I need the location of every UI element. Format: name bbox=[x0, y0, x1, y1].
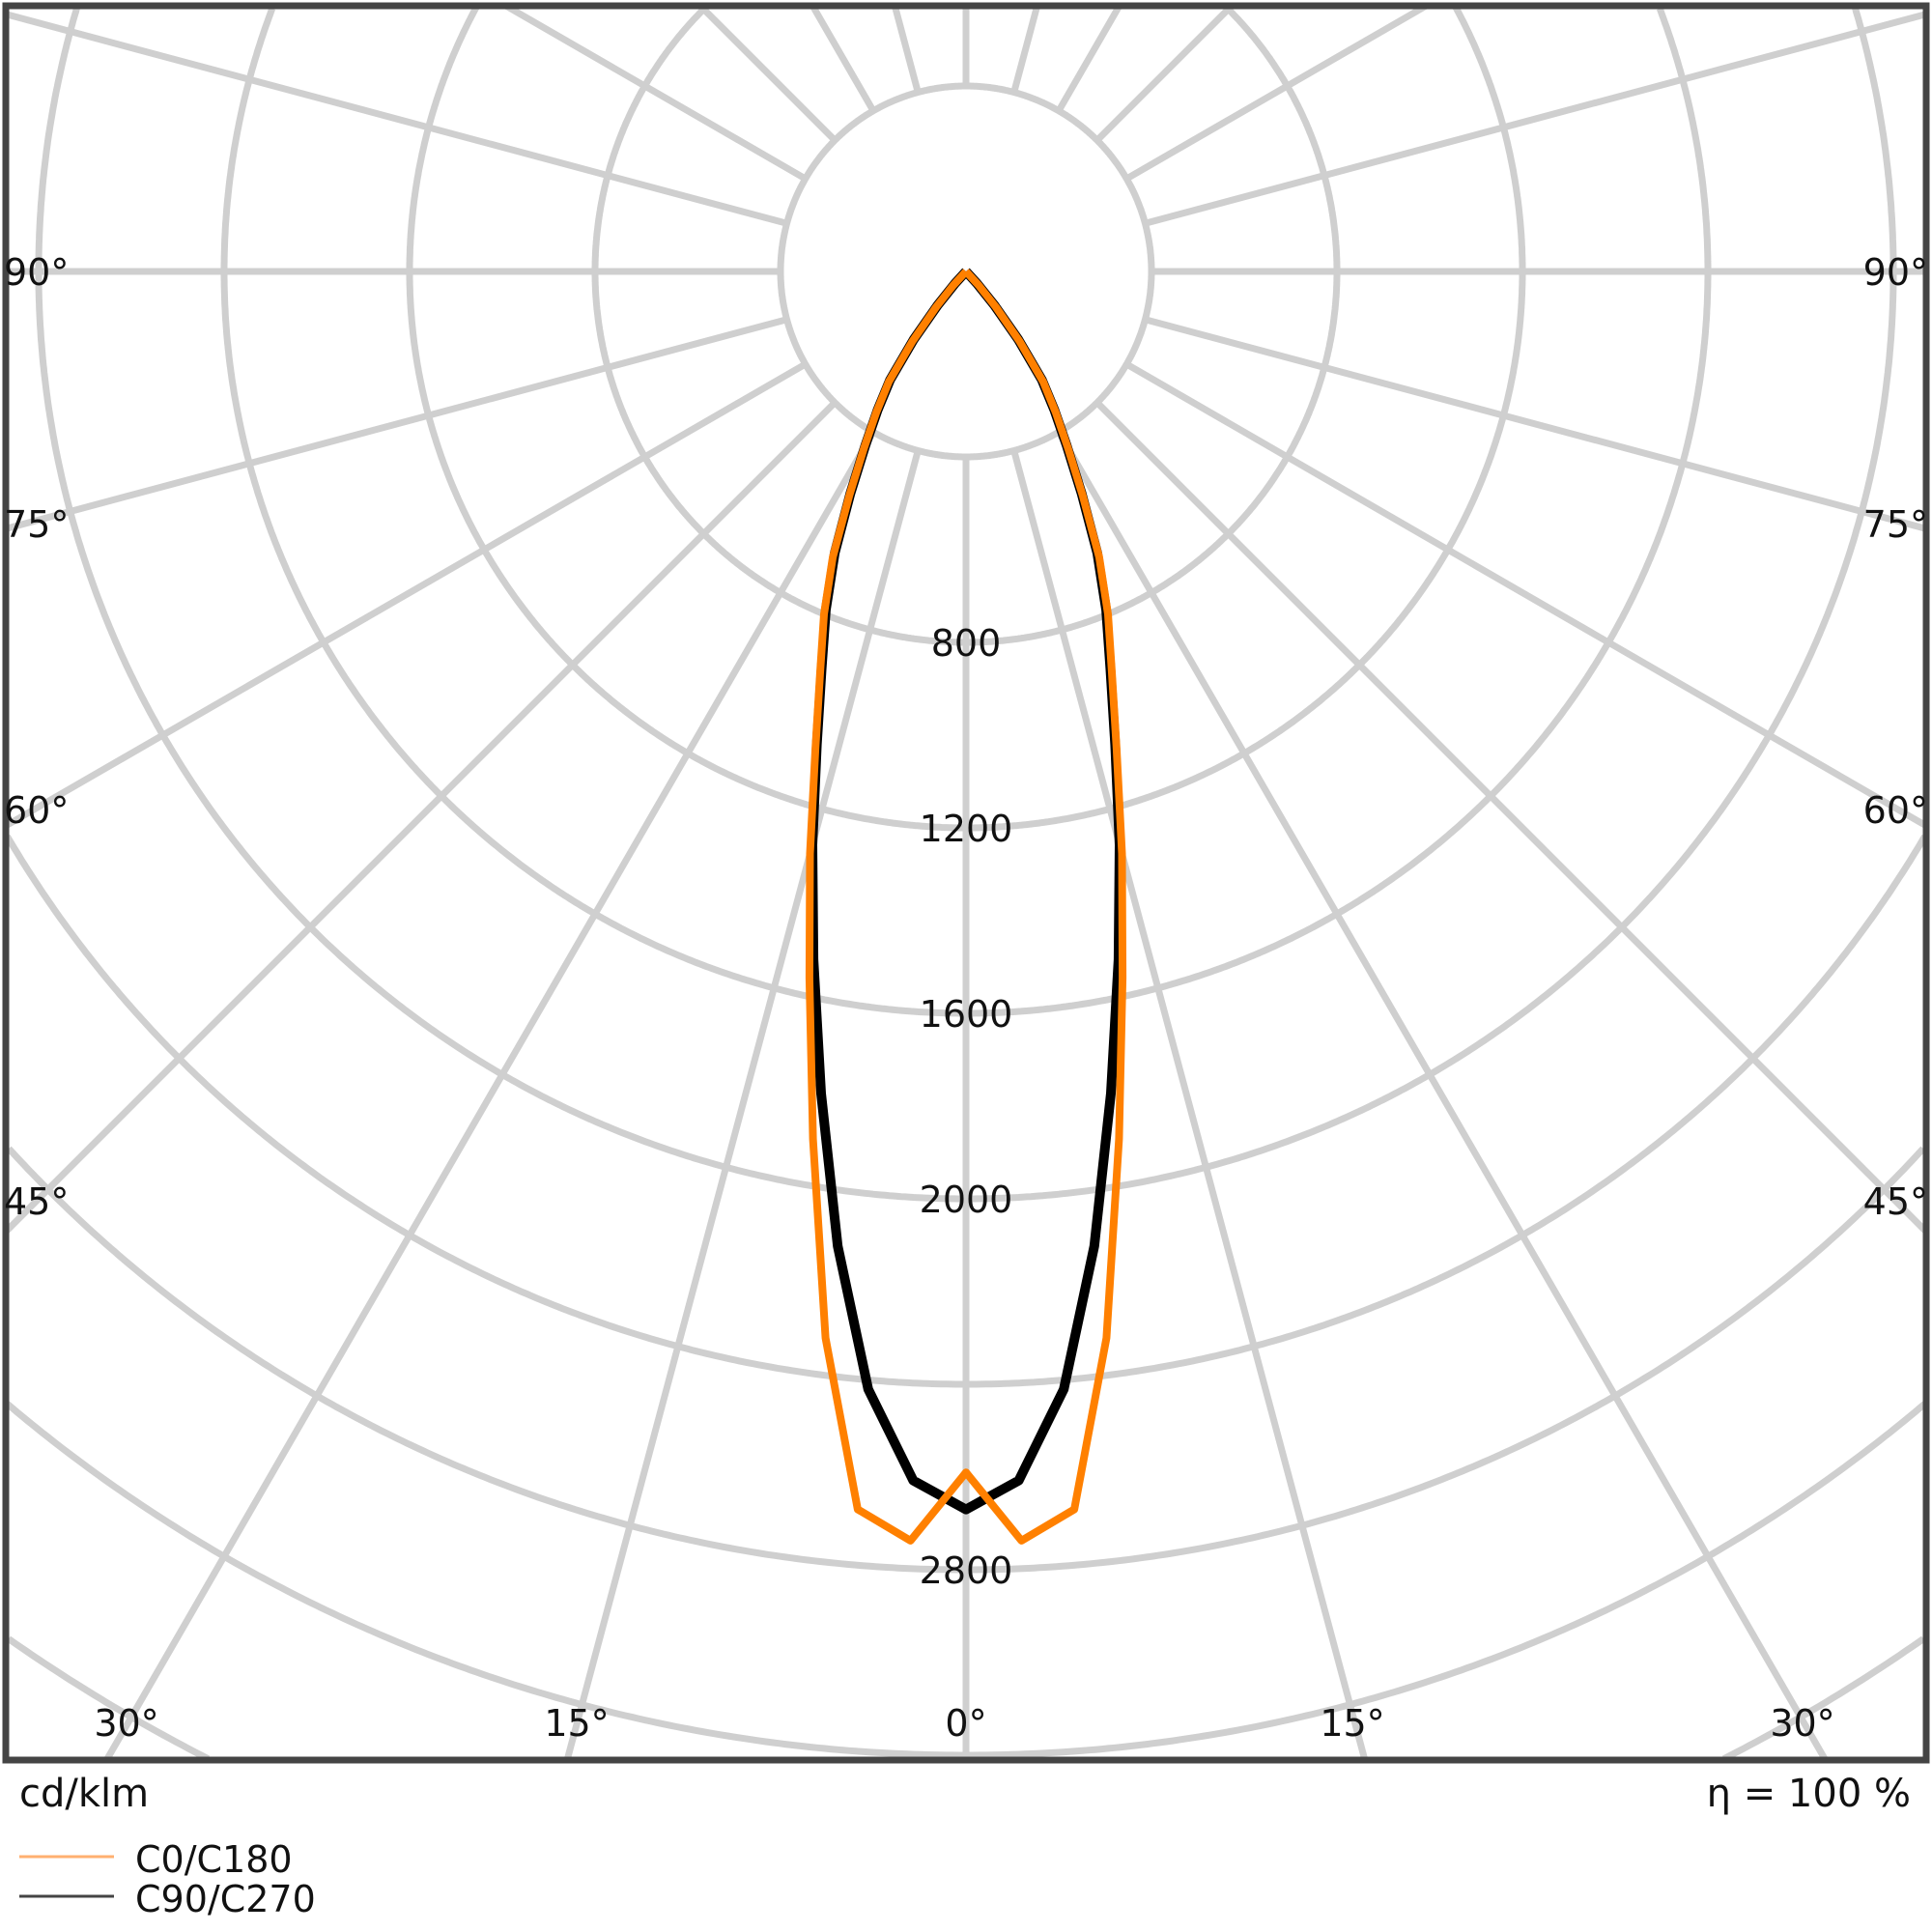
angle-label-right: 75° bbox=[1863, 503, 1928, 546]
grid-ring bbox=[1721, 1635, 1926, 1762]
grid bbox=[3, 2, 1929, 1762]
radial-tick-label: 2800 bbox=[920, 1549, 1013, 1592]
angle-label-bottom: 15° bbox=[544, 1702, 609, 1745]
legend: C0/C180 C90/C270 bbox=[19, 1838, 316, 1920]
radial-tick-labels: 800 1200 1600 2000 2800 bbox=[920, 622, 1013, 1592]
angle-label-left: 90° bbox=[4, 251, 69, 294]
grid-spoke bbox=[1124, 2, 1429, 183]
angle-label-bottom: 0° bbox=[945, 1702, 986, 1745]
series-line-c0-c180 bbox=[805, 269, 1127, 1545]
angle-label-bottom: 30° bbox=[94, 1702, 158, 1745]
radial-tick-label: 1600 bbox=[920, 993, 1013, 1036]
grid-spoke bbox=[1055, 430, 1829, 1762]
radial-tick-label: 1200 bbox=[920, 808, 1013, 850]
angle-label-right: 60° bbox=[1863, 789, 1928, 832]
grid-spoke bbox=[1055, 4, 1122, 113]
grid-spoke bbox=[1124, 360, 1928, 829]
angle-label-bottom: 15° bbox=[1320, 1702, 1384, 1745]
grid-spoke bbox=[1010, 5, 1041, 94]
grid-spoke bbox=[3, 400, 838, 1235]
grid-spoke bbox=[1094, 400, 1929, 1235]
grid-spoke bbox=[503, 2, 808, 183]
grid-spoke bbox=[1144, 11, 1927, 227]
radial-tick-label: 2000 bbox=[920, 1179, 1013, 1221]
angle-label-left: 45° bbox=[4, 1180, 69, 1223]
grid-spoke bbox=[810, 4, 877, 113]
grid-spoke bbox=[1094, 3, 1235, 143]
grid-spoke bbox=[103, 430, 877, 1762]
grid-spoke bbox=[891, 5, 922, 94]
radial-tick-label: 800 bbox=[931, 622, 1002, 665]
angle-label-right: 90° bbox=[1863, 251, 1928, 294]
grid-spoke bbox=[4, 360, 808, 829]
angle-label-left: 75° bbox=[4, 503, 69, 546]
curves bbox=[805, 268, 1127, 1545]
grid-spoke bbox=[1010, 449, 1369, 1761]
angle-label-right: 45° bbox=[1863, 1180, 1928, 1223]
grid-ring bbox=[6, 1635, 211, 1762]
angle-labels: 90° 90° 75° 75° 60° 60° 45° 45° 30° 15° 0° 15° 30° bbox=[4, 251, 1928, 1745]
angle-label-left: 60° bbox=[4, 789, 69, 832]
efficiency-label: η = 100 % bbox=[1707, 1772, 1911, 1816]
grid-spoke bbox=[5, 11, 788, 227]
grid-spoke bbox=[697, 3, 838, 143]
grid-spoke bbox=[5, 316, 788, 532]
angle-label-bottom: 30° bbox=[1770, 1702, 1834, 1745]
legend-label-c90: C90/C270 bbox=[135, 1878, 316, 1920]
legend-label-c0: C0/C180 bbox=[135, 1838, 293, 1881]
unit-label: cd/klm bbox=[19, 1772, 149, 1816]
plot-frame bbox=[2, 2, 1930, 1764]
grid-spoke bbox=[1144, 316, 1927, 532]
grid-spoke bbox=[563, 449, 922, 1761]
